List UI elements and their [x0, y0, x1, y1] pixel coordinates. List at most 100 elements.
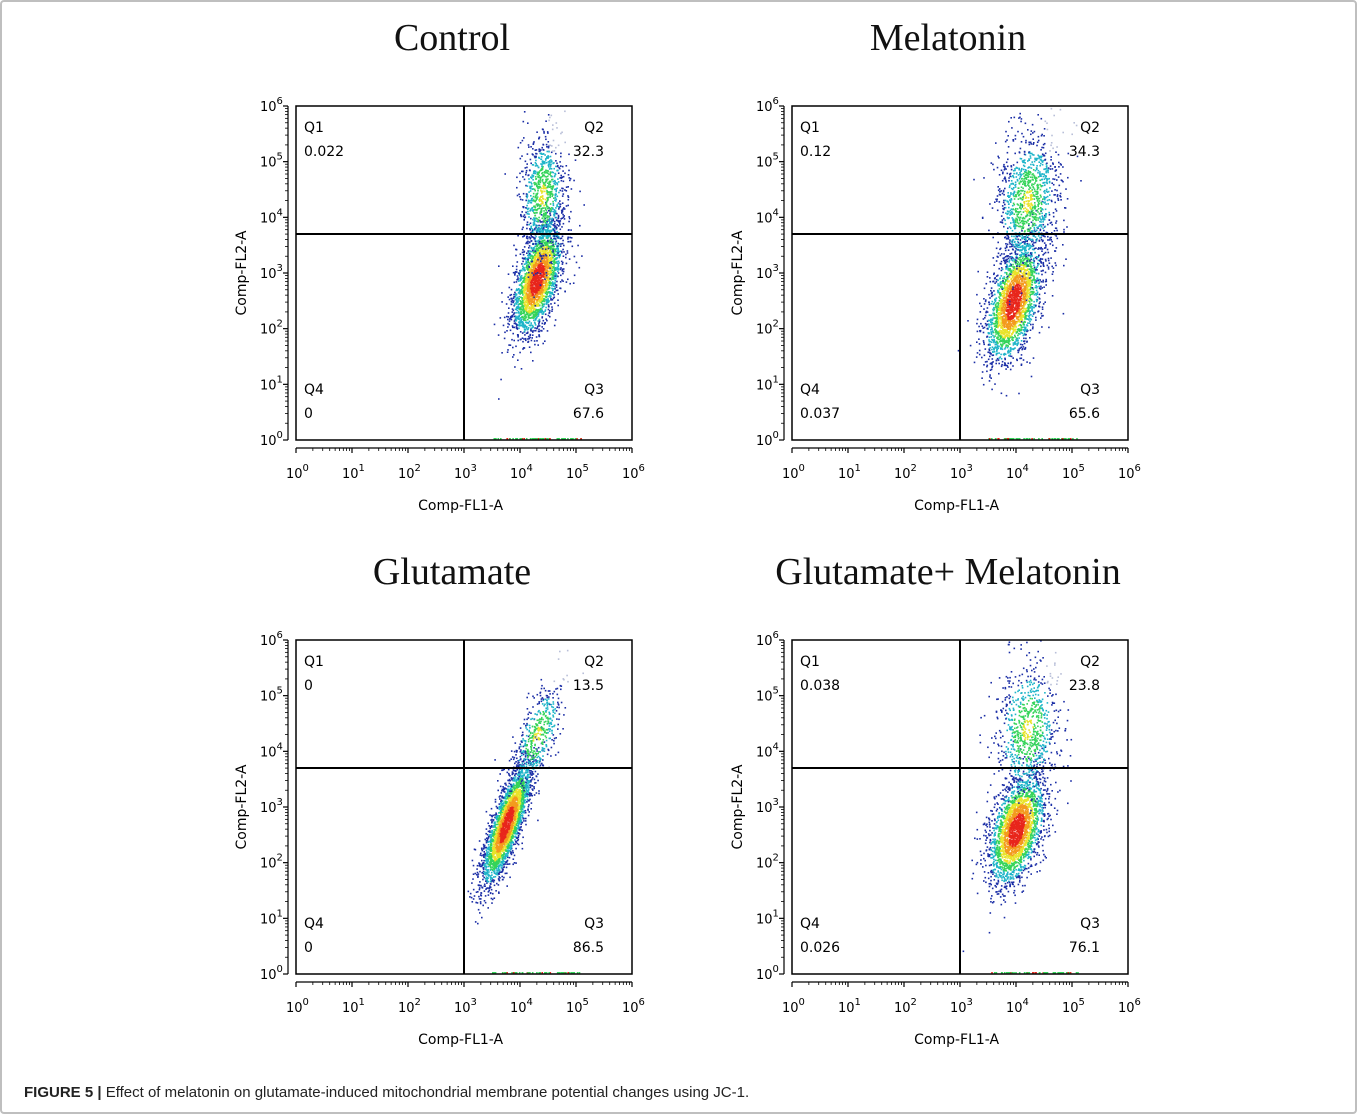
event-dot	[538, 148, 541, 150]
event-dot	[544, 278, 546, 280]
event-dot	[527, 327, 530, 329]
event-dot	[541, 237, 543, 239]
event-dot	[547, 245, 550, 247]
event-dot	[551, 171, 553, 173]
event-dot	[532, 255, 534, 258]
event-dot	[1022, 322, 1025, 324]
event-dot	[537, 275, 539, 277]
event-dot	[525, 309, 528, 311]
event-dot	[541, 438, 544, 440]
event-dot	[525, 310, 528, 312]
event-dot	[533, 222, 536, 224]
event-dot	[549, 262, 551, 264]
event-dot	[522, 347, 525, 349]
event-dot	[578, 266, 581, 269]
event-dot	[538, 279, 541, 281]
event-dot	[562, 170, 564, 172]
event-dot	[531, 287, 534, 289]
event-dot	[530, 231, 532, 234]
event-dot	[542, 281, 545, 284]
event-dot	[523, 269, 526, 272]
event-dot	[1003, 309, 1005, 311]
event-dot	[536, 438, 538, 440]
event-dot	[542, 279, 544, 281]
event-dot	[991, 323, 993, 325]
event-dot	[575, 261, 578, 264]
event-dot	[557, 270, 559, 272]
event-dot	[986, 276, 989, 278]
event-dot	[526, 185, 529, 187]
event-dot	[545, 274, 548, 277]
event-dot	[560, 243, 562, 245]
event-dot	[554, 210, 557, 212]
event-dot	[518, 291, 521, 293]
event-dot	[547, 141, 550, 143]
event-dot	[516, 324, 518, 327]
event-dot	[542, 198, 545, 200]
event-dot	[533, 287, 536, 290]
event-dot	[548, 183, 550, 186]
event-dot	[1000, 253, 1003, 255]
event-dot	[534, 258, 537, 261]
event-dot	[541, 257, 544, 260]
event-dot	[517, 303, 520, 306]
event-dot	[555, 190, 557, 193]
event-dot	[545, 254, 548, 257]
event-dot	[1025, 316, 1027, 319]
event-dot	[532, 305, 535, 307]
event-dot	[1037, 282, 1040, 285]
event-dot	[549, 241, 551, 244]
event-dot	[539, 181, 542, 184]
event-dot	[557, 293, 559, 295]
event-dot	[546, 260, 549, 262]
event-dot	[1028, 313, 1031, 315]
event-dot	[521, 305, 523, 307]
event-dot	[556, 230, 558, 233]
event-dot	[535, 298, 538, 301]
event-dot	[531, 297, 534, 299]
event-dot	[1039, 229, 1042, 232]
event-dot	[993, 277, 996, 280]
event-dot	[515, 320, 517, 322]
event-dot	[540, 228, 542, 230]
event-dot	[539, 152, 542, 155]
event-dot	[538, 227, 541, 229]
event-dot	[542, 149, 545, 151]
event-dot	[563, 251, 565, 253]
event-dot	[1000, 327, 1002, 329]
event-dot	[1015, 275, 1018, 277]
event-dot	[1026, 290, 1028, 292]
event-dot	[1013, 246, 1016, 248]
event-dot	[550, 264, 553, 267]
flow-cytometry-plot: 1001001011011021021031031041041051051061…	[730, 96, 1141, 514]
event-dot	[540, 187, 543, 189]
event-dot	[549, 155, 552, 158]
event-dot	[574, 159, 577, 161]
event-dot	[540, 149, 542, 151]
event-dot	[1033, 300, 1035, 303]
event-dot	[529, 293, 532, 295]
event-dot	[552, 229, 555, 232]
event-dot	[548, 229, 551, 232]
event-dot	[493, 323, 496, 326]
event-dot	[551, 217, 554, 220]
event-dot	[979, 302, 981, 305]
event-dot	[541, 207, 544, 209]
y-tick-label: 104	[260, 207, 283, 226]
event-dot	[998, 288, 1001, 290]
event-dot	[515, 316, 518, 319]
event-dot	[518, 292, 521, 295]
event-dot	[1030, 265, 1033, 268]
event-dot	[512, 265, 514, 267]
event-dot	[556, 212, 558, 215]
event-dot	[534, 170, 536, 172]
event-dot	[535, 261, 537, 264]
event-dot	[526, 237, 529, 240]
event-dot	[532, 142, 535, 145]
event-dot	[545, 256, 548, 259]
event-dot	[523, 266, 525, 269]
event-dot	[1006, 263, 1008, 266]
event-dot	[529, 438, 532, 440]
event-dot	[554, 197, 557, 199]
event-dot	[1015, 248, 1018, 251]
